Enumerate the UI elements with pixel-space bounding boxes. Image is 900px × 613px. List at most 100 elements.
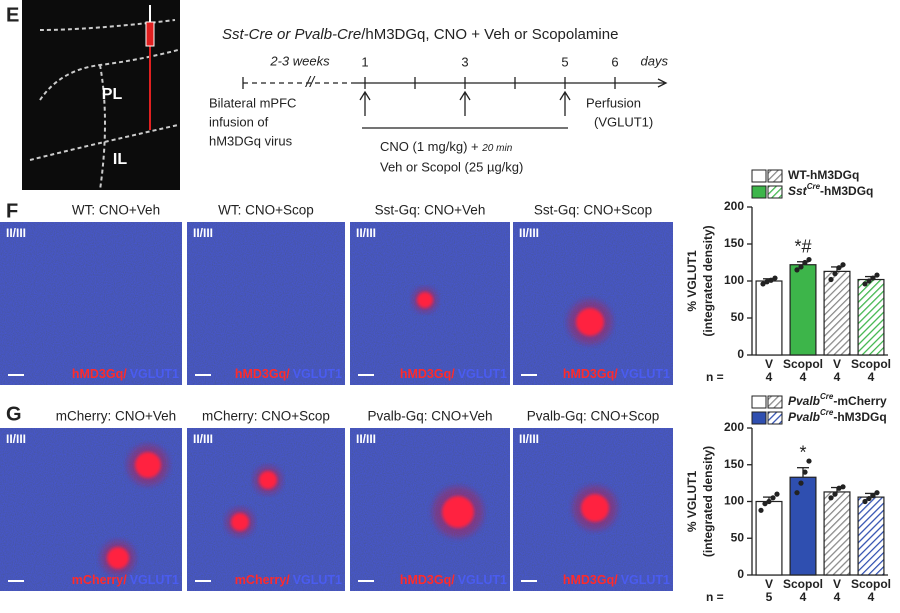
legend-label-main: Pvalb [788, 410, 820, 424]
caption-marker: hMD3Gq/ [563, 573, 618, 587]
timeline-day-label: 3 [461, 54, 468, 69]
micrograph-caption: hMD3Gq/VGLUT1 [400, 367, 507, 381]
legend-label-sup: Cre [820, 392, 834, 401]
caption-marker: hMD3Gq/ [235, 367, 290, 381]
data-point [806, 256, 812, 263]
n-label: n = [706, 590, 724, 604]
start-text: Bilateral mPFC [209, 95, 296, 110]
bar [823, 270, 851, 356]
caption-marker: hMD3Gq/ [400, 367, 455, 381]
timeline-break: // [305, 74, 316, 91]
panel-label: F [6, 200, 18, 222]
legend-label-rest: -mCherry [833, 394, 887, 408]
data-point [798, 480, 804, 486]
data-point [832, 271, 838, 277]
bar [789, 264, 817, 356]
data-point [866, 278, 872, 284]
data-point [828, 276, 834, 283]
legend-swatch [751, 185, 767, 199]
bar [755, 280, 783, 356]
timeline-interval: 2-3 weeks [269, 53, 330, 68]
legend-swatch-hatched [767, 169, 783, 183]
micrograph-title: mCherry: CNO+Scop [202, 409, 330, 424]
legend-label-main: Sst [788, 184, 808, 198]
treatment-delay: 20 min [481, 143, 512, 154]
y-axis-label: % VGLUT1 [685, 250, 699, 312]
y-axis-label: % VGLUT1 [685, 471, 699, 533]
caption-stain: VGLUT1 [130, 573, 179, 587]
micrograph-title: Pvalb-Gq: CNO+Scop [527, 409, 659, 424]
micrograph-texture [0, 222, 182, 385]
timeline-day-label: 6 [611, 54, 618, 69]
x-tick-label: Scopol [851, 357, 891, 371]
data-point [874, 272, 880, 278]
timeline-title-plain: /hM3DGq, CNO + Veh or Scopolamine [361, 26, 618, 43]
caption-stain: VGLUT1 [293, 573, 342, 587]
panel-label: G [6, 403, 22, 425]
legend-label-main: Pvalb [788, 394, 820, 408]
micrograph-caption: hMD3Gq/VGLUT1 [563, 367, 670, 381]
atlas-label: PL [102, 86, 123, 103]
caption-stain: VGLUT1 [458, 367, 507, 381]
legend-label-rest: -hM3DGq [833, 410, 886, 424]
n-label: n = [706, 370, 724, 384]
legend-swatch [751, 411, 767, 425]
timeline-unit: days [641, 53, 669, 68]
legend-label: WT-hM3DGq [788, 168, 859, 182]
n-value: 5 [766, 590, 773, 604]
data-point [766, 498, 772, 505]
y-axis-label: (integrated density) [701, 225, 715, 336]
cell-body [417, 292, 433, 308]
data-point [836, 265, 842, 271]
y-tick-label: 100 [724, 273, 744, 287]
legend-label-sup: Cre [807, 182, 821, 191]
micrograph-caption: hMD3Gq/VGLUT1 [563, 573, 670, 587]
micrograph-caption: mCherry/VGLUT1 [72, 573, 179, 587]
injection-arrow [359, 90, 371, 116]
micrograph-title: WT: CNO+Veh [72, 203, 160, 218]
legend-label-main: WT-hM3DGq [788, 168, 859, 182]
data-point [862, 281, 868, 287]
caption-stain: VGLUT1 [621, 573, 670, 587]
legend-label: SstCre-hM3DGq [788, 182, 873, 198]
micrograph-texture [187, 428, 345, 591]
treatment-text: CNO (1 mg/kg) + 20 min [380, 139, 513, 154]
caption-marker: hMD3Gq/ [72, 367, 127, 381]
legend-label: PvalbCre-hM3DGq [788, 408, 887, 424]
caption-marker: mCherry/ [72, 573, 127, 587]
cell-body [442, 496, 474, 528]
y-tick-label: 50 [731, 530, 745, 544]
data-point [802, 259, 808, 266]
data-point [806, 458, 812, 464]
caption-marker: hMD3Gq/ [563, 367, 618, 381]
data-point [870, 275, 876, 281]
y-tick-label: 200 [724, 420, 744, 434]
micrograph-caption: hMD3Gq/VGLUT1 [400, 573, 507, 587]
layer-label: II/III [519, 432, 539, 446]
legend-swatch [751, 169, 767, 183]
data-point [874, 490, 880, 496]
layer-label: II/III [193, 432, 213, 446]
syringe [145, 21, 155, 47]
legend-swatch [751, 395, 767, 409]
micrograph-title: mCherry: CNO+Veh [56, 409, 176, 424]
n-value: 4 [766, 370, 773, 384]
layer-label: II/III [6, 432, 26, 446]
data-point [764, 279, 770, 285]
n-value: 4 [868, 370, 875, 384]
start-text: infusion of [209, 114, 269, 129]
legend-label-sup: Cre [820, 408, 834, 417]
cell-body [231, 513, 249, 531]
layer-label: II/III [356, 432, 376, 446]
y-tick-label: 150 [724, 457, 744, 471]
y-tick-label: 50 [731, 310, 745, 324]
injection-arrow [459, 90, 471, 116]
caption-marker: hMD3Gq/ [400, 573, 455, 587]
micrograph-title: WT: CNO+Scop [218, 203, 314, 218]
x-tick-label: Scopol [783, 577, 823, 591]
legend-label: PvalbCre-mCherry [788, 392, 887, 408]
n-value: 4 [800, 590, 807, 604]
micrograph-caption: mCherry/VGLUT1 [235, 573, 342, 587]
caption-marker: mCherry/ [235, 573, 290, 587]
x-tick-label: V [765, 357, 773, 371]
